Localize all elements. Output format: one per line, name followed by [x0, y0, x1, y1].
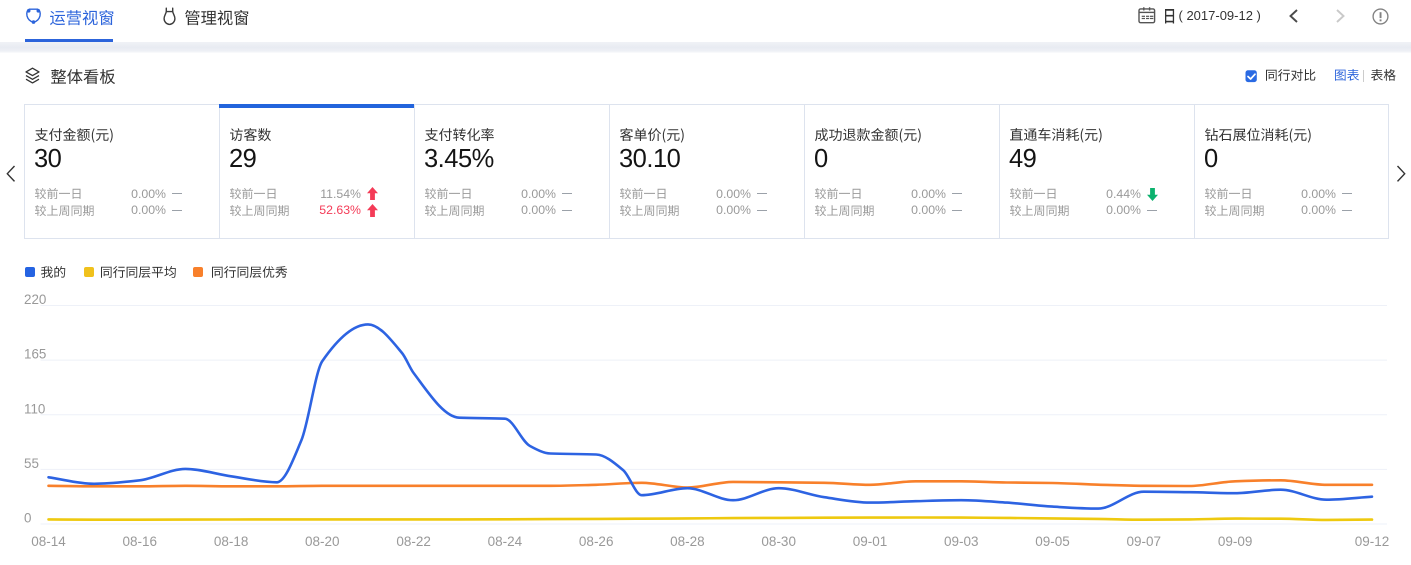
svg-text:08-14: 08-14 [31, 534, 66, 549]
svg-text:0: 0 [24, 511, 31, 526]
svg-text:165: 165 [24, 347, 46, 362]
svg-text:08-28: 08-28 [670, 534, 705, 549]
svg-text:08-22: 08-22 [396, 534, 431, 549]
svg-text:09-01: 09-01 [853, 534, 888, 549]
svg-text:09-12: 09-12 [1355, 534, 1390, 549]
svg-text:08-18: 08-18 [214, 534, 249, 549]
svg-text:08-26: 08-26 [579, 534, 614, 549]
svg-text:09-03: 09-03 [944, 534, 979, 549]
svg-text:08-24: 08-24 [488, 534, 523, 549]
svg-text:55: 55 [24, 456, 39, 471]
svg-text:09-09: 09-09 [1218, 534, 1253, 549]
svg-text:08-16: 08-16 [123, 534, 158, 549]
svg-text:08-30: 08-30 [761, 534, 796, 549]
svg-text:09-05: 09-05 [1035, 534, 1070, 549]
svg-text:08-20: 08-20 [305, 534, 340, 549]
svg-text:09-07: 09-07 [1127, 534, 1162, 549]
svg-text:110: 110 [24, 401, 45, 416]
svg-text:220: 220 [24, 292, 46, 307]
